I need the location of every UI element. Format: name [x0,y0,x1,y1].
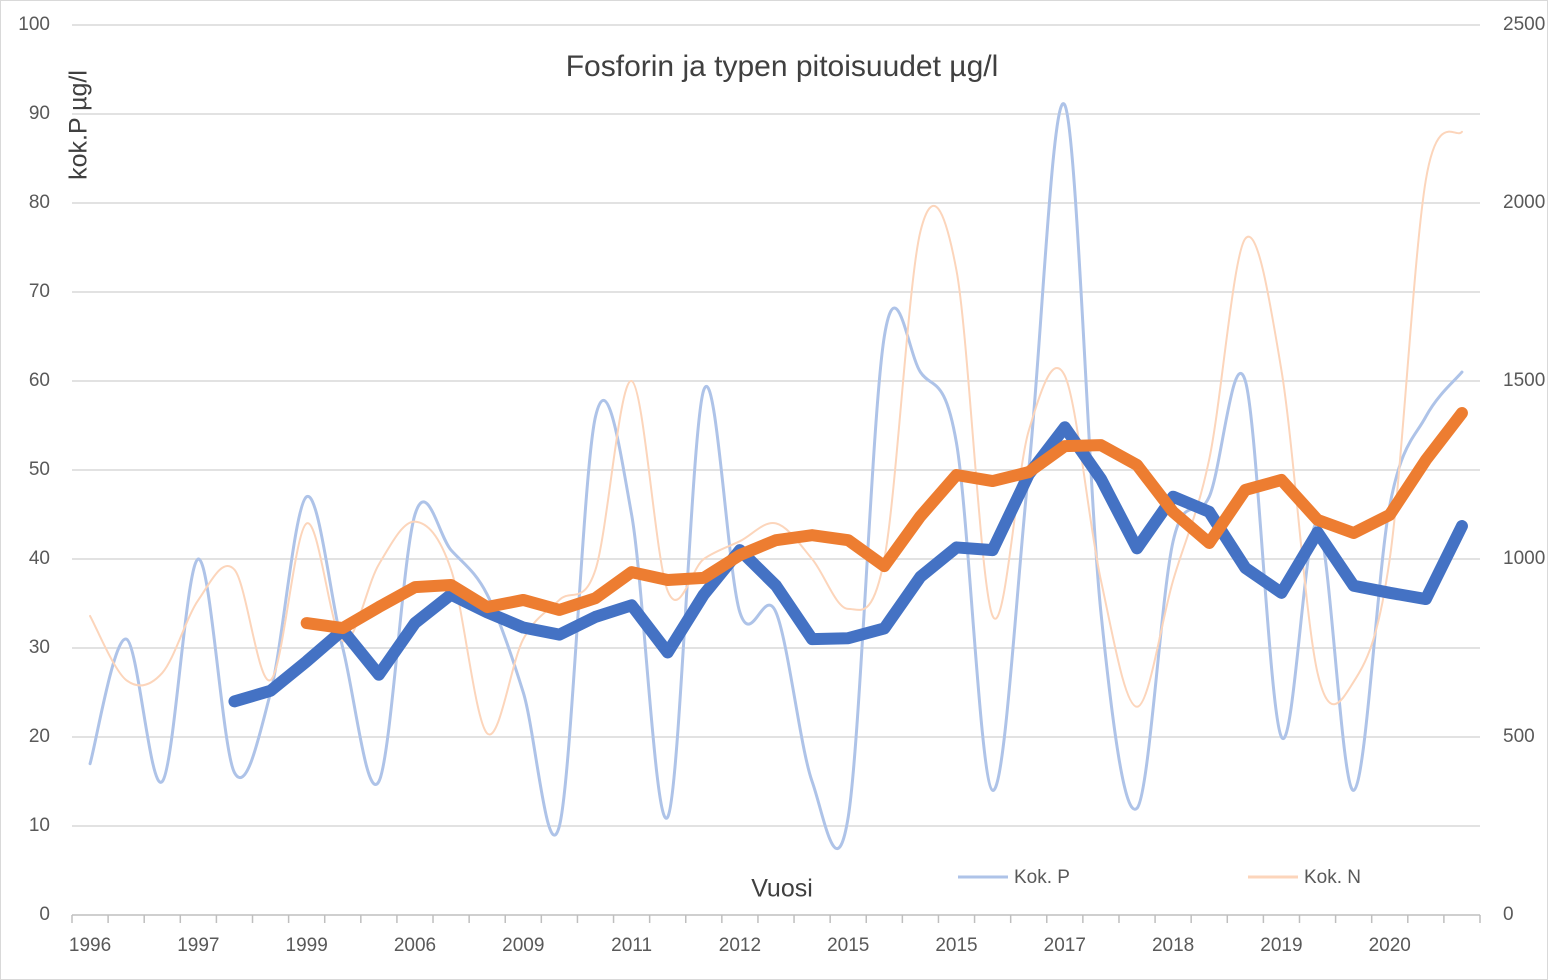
x-tick-label: 2015 [935,935,977,956]
y-tick-label: 60 [29,370,50,391]
y-tick-label: 30 [29,637,50,658]
series-line [228,421,1468,708]
y2-tick-label: 1500 [1503,370,1545,391]
y-tick-label: 40 [29,548,50,569]
x-tick-label: 2015 [827,935,869,956]
y-tick-label: 90 [29,103,50,124]
x-tick-label: 2012 [719,935,761,956]
y2-tick-label: 1000 [1503,548,1545,569]
series-line [89,130,1463,736]
y2-tick-label: 2000 [1503,192,1545,213]
y2-tick-label: 2500 [1503,14,1545,35]
y-axis-title: kok.P µg/l [65,70,93,180]
y-tick-label: 70 [29,281,50,302]
x-tick-label: 1996 [69,935,111,956]
y-tick-label: 100 [18,14,50,35]
legend-label: Kok. N [1304,867,1361,888]
y-tick-label: 0 [39,904,50,925]
y2-tick-label: 0 [1503,904,1514,925]
x-tick-label: 1997 [177,935,219,956]
y2-tick-label: 500 [1503,726,1535,747]
series-line [300,407,1468,635]
y-tick-label: 20 [29,726,50,747]
y-tick-label: 10 [29,815,50,836]
x-tick-label: 1999 [286,935,328,956]
x-tick-label: 2009 [502,935,544,956]
y-tick-label: 50 [29,459,50,480]
chart-title: Fosforin ja typen pitoisuudet µg/l [566,50,999,83]
x-tick-label: 2019 [1260,935,1302,956]
x-tick-label: 2017 [1044,935,1086,956]
x-tick-label: 2020 [1369,935,1411,956]
x-tick-label: 2006 [394,935,436,956]
x-tick-label: 2011 [611,935,652,956]
x-axis-title: Vuosi [751,875,813,903]
y-tick-label: 80 [29,192,50,213]
x-tick-label: 2018 [1152,935,1194,956]
legend-label: Kok. P [1014,867,1070,888]
